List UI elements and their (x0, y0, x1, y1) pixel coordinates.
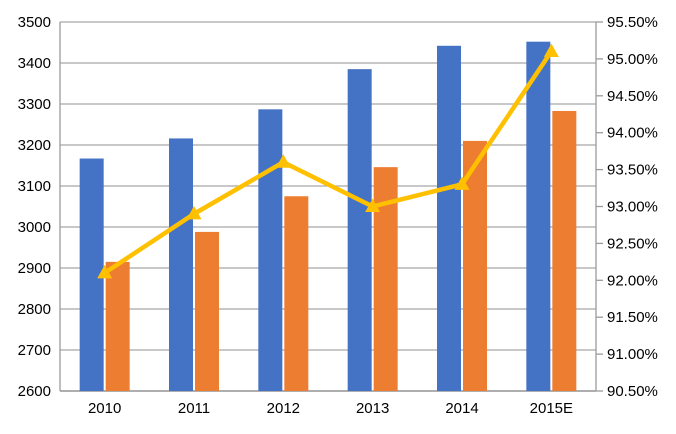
x-axis-category-label: 2015E (530, 400, 573, 417)
bar-orange-bars-2015E (552, 110, 577, 391)
x-axis-category-label: 2013 (356, 400, 389, 417)
bar-orange-bars-2012 (284, 196, 309, 391)
x-axis-category-label: 2011 (178, 400, 210, 417)
left-axis-tick-label: 3400 (18, 55, 51, 72)
left-axis-tick-label: 3000 (18, 219, 51, 236)
left-axis-tick-label: 3200 (18, 137, 51, 154)
left-axis-tick-label: 2600 (18, 383, 51, 400)
line-marker-triangle-2011 (186, 205, 202, 220)
line-marker-triangle-2014 (454, 176, 470, 190)
right-axis-tick-label: 92.50% (607, 235, 658, 252)
right-axis-tick-label: 91.00% (607, 346, 658, 363)
bar-blue-bars-2013 (347, 69, 372, 392)
bar-orange-bars-2010 (105, 261, 130, 391)
bar-blue-bars-2011 (169, 138, 193, 391)
x-axis-category-label: 2010 (88, 400, 121, 417)
left-axis-tick-label: 2900 (18, 260, 51, 277)
right-axis-tick-label: 94.50% (607, 88, 658, 105)
right-axis-tick-label: 95.50% (607, 14, 658, 31)
line-marker-triangle-2013 (365, 198, 381, 212)
line-marker-triangle-2010 (97, 264, 113, 279)
right-axis-tick-label: 94.00% (607, 125, 658, 142)
left-axis-tick-label: 3100 (18, 178, 51, 195)
right-axis-tick-label: 93.50% (607, 162, 658, 179)
right-axis-tick-label: 90.50% (607, 383, 658, 400)
left-axis-tick-label: 3300 (18, 96, 51, 113)
bar-blue-bars-2015E (526, 41, 551, 392)
left-axis-tick-label: 3500 (18, 14, 51, 31)
right-axis-tick-label: 93.00% (607, 199, 658, 216)
right-axis-tick-label: 95.00% (607, 51, 658, 68)
right-axis-tick-label: 91.50% (607, 309, 658, 326)
line-marker-triangle-2012 (275, 154, 291, 168)
left-axis-tick-label: 2700 (18, 342, 51, 359)
left-axis-tick-label: 2800 (18, 301, 51, 318)
bar-orange-bars-2014 (463, 140, 487, 391)
bar-orange-bars-2011 (195, 231, 219, 391)
bar-blue-bars-2012 (258, 109, 283, 391)
right-axis-tick-label: 92.00% (607, 272, 658, 289)
x-axis-category-label: 2014 (445, 400, 478, 417)
x-axis-category-label: 2012 (267, 400, 300, 417)
line-series (102, 49, 554, 276)
line-marker-triangle-2015E (543, 43, 559, 58)
bar-blue-bars-2014 (437, 45, 461, 391)
